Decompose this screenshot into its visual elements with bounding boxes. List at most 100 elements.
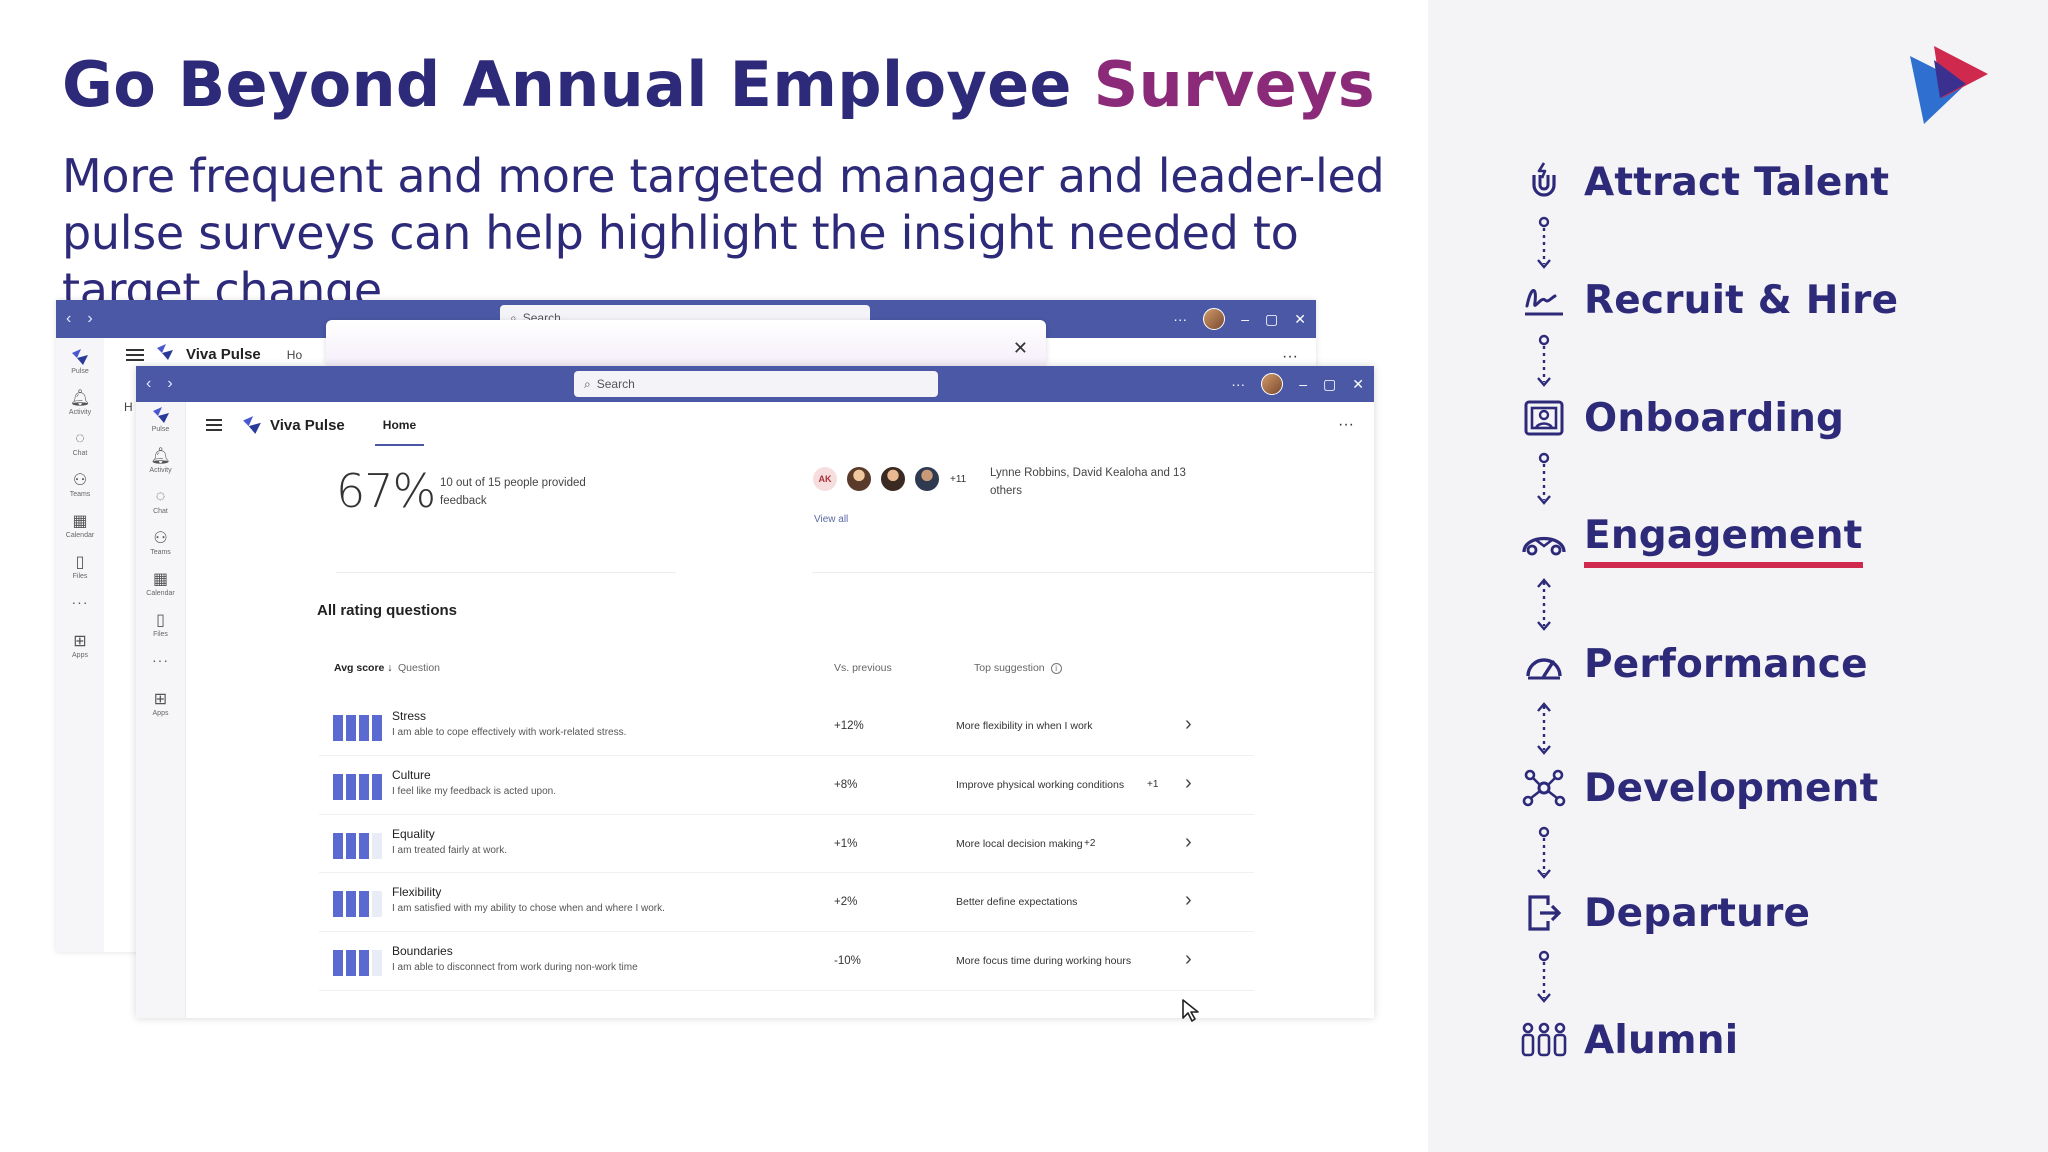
close-icon[interactable]: ✕ [1294,310,1306,327]
info-icon[interactable]: i [1050,662,1062,674]
rail-item-apps[interactable]: ⊞ Apps [137,690,185,717]
connector-arrow-icon [1537,826,1551,879]
people-handshake-icon [1516,512,1572,568]
journey-step-label: Performance [1584,641,1868,687]
rail-item-files[interactable]: ▯ Files [56,553,104,580]
table-row[interactable]: Stress I am able to cope effectively wit… [319,697,1254,756]
calendar-icon: ▦ [72,513,88,530]
rail-item-apps[interactable]: ⊞ Apps [56,632,104,659]
question-name: Culture [392,767,431,782]
rail-label: Files [72,573,88,580]
brand-logo-icon [1910,46,1988,124]
rail-item-activity[interactable]: 🔔︎ Activity [56,389,104,416]
responder-names: Lynne Robbins, David Kealoha and 13 othe… [990,467,1186,497]
window-controls: ··· – ▢ ✕ [1231,373,1364,395]
slide-title-part2: Surveys [1093,48,1375,121]
file-icon: ▯ [156,612,165,629]
close-icon[interactable]: ✕ [1352,375,1364,392]
connector-bidirectional-icon [1537,578,1551,631]
rail-item-pulse[interactable]: Pulse [56,348,104,375]
column-header-top-suggestion: Top suggestion i [974,662,1062,674]
journey-step-label: Development [1584,765,1879,811]
chevron-right-icon[interactable]: › [1185,771,1192,794]
more-options-icon[interactable]: ··· [1173,311,1188,327]
maximize-icon[interactable]: ▢ [1323,375,1337,392]
teams-window-front: ‹ › ⌕ Search ··· – ▢ ✕ Pulse 🔔︎ Activity … [136,366,1374,1018]
avatar[interactable]: AK [812,466,838,492]
top-suggestion: More flexibility in when I work [956,720,1093,732]
rail-item-teams[interactable]: ⚇ Teams [137,529,185,556]
hamburger-menu-icon[interactable] [126,348,144,361]
app-name: Viva Pulse [270,416,345,434]
chevron-right-icon[interactable]: › [1185,830,1192,853]
tab-home[interactable]: Home [374,404,425,446]
table-row[interactable]: Boundaries I am able to disconnect from … [319,932,1254,991]
avatar-overflow-count[interactable]: +11 [950,473,967,485]
back-arrow-icon[interactable]: ‹ [146,375,152,392]
avatar[interactable] [914,466,940,492]
rail-more-button[interactable]: ··· [152,652,169,668]
journey-step-performance: Performance [1516,634,1868,694]
minimize-icon[interactable]: – [1241,311,1250,327]
rail-item-calendar[interactable]: ▦ Calendar [56,512,104,539]
bell-icon: 🔔︎ [150,448,171,465]
modal-dialog: ✕ [326,320,1046,366]
rail-label: Files [153,631,168,638]
rail-item-activity[interactable]: 🔔︎ Activity [137,447,185,474]
nav-arrows: ‹ › [146,375,173,393]
app-header: Viva Pulse Ho [126,344,302,365]
forward-arrow-icon[interactable]: › [87,310,93,327]
journey-step-attract-talent: Attract Talent [1516,152,1889,212]
rail-label: Teams [69,491,91,498]
journey-step-label: Alumni [1584,1017,1739,1063]
more-options-icon[interactable]: ··· [1282,348,1298,365]
rail-item-chat[interactable]: ◌ Chat [56,430,104,457]
question-description: I am able to disconnect from work during… [392,962,638,974]
table-row[interactable]: Culture I feel like my feedback is acted… [319,756,1254,815]
rail-item-chat[interactable]: ◌ Chat [137,488,185,515]
chat-icon: ◌ [75,430,85,447]
rail-item-teams[interactable]: ⚇ Teams [56,471,104,498]
chevron-right-icon[interactable]: › [1185,889,1192,912]
hamburger-menu-icon[interactable] [206,419,222,431]
user-avatar[interactable] [1203,308,1226,330]
forward-arrow-icon[interactable]: › [167,375,173,392]
maximize-icon[interactable]: ▢ [1265,310,1279,327]
search-box[interactable]: ⌕ Search [574,371,938,397]
view-all-link[interactable]: View all [814,514,849,525]
rail-item-calendar[interactable]: ▦ Calendar [137,570,185,597]
gauge-icon [1516,636,1572,692]
top-suggestion: Better define expectations [956,896,1078,909]
chevron-right-icon[interactable]: › [1185,948,1192,971]
pulse-icon [71,348,89,366]
minimize-icon[interactable]: – [1299,376,1308,392]
column-header-question: Question [398,662,441,674]
tab-home[interactable]: Ho [286,347,303,362]
column-header-vs-previous: Vs. previous [834,662,892,674]
avatar[interactable] [880,466,906,492]
connector-arrow-icon [1537,216,1551,269]
table-row[interactable]: Flexibility I am satisfied with my abili… [319,873,1254,933]
journey-step-alumni: Alumni [1516,1010,1738,1070]
more-options-icon[interactable]: ··· [1231,376,1246,392]
rail-more-button[interactable]: ··· [71,594,89,610]
score-bars [333,891,382,918]
avatar[interactable] [846,466,872,492]
more-options-icon[interactable]: ··· [1338,416,1354,433]
top-suggestion: Improve physical working conditions [956,778,1125,791]
user-avatar[interactable] [1261,373,1284,395]
group-icon [1516,1012,1572,1068]
rail-item-pulse[interactable]: Pulse [137,406,185,433]
nav-arrows: ‹ › [66,310,93,328]
journey-step-engagement: Engagement [1516,510,1863,570]
response-rate-caption: 10 out of 15 people provided feedback [440,477,586,507]
back-arrow-icon[interactable]: ‹ [66,310,72,327]
column-header-avg-score[interactable]: Avg score ↓ [334,662,393,674]
table-row[interactable]: Equality I am treated fairly at work. +1… [319,815,1254,874]
score-bars [333,950,382,977]
rail-item-files[interactable]: ▯ Files [137,611,185,638]
close-icon[interactable]: ✕ [1012,338,1028,358]
divider [812,572,1374,573]
chevron-right-icon[interactable]: › [1185,713,1192,735]
rail-label: Activity [68,409,92,416]
